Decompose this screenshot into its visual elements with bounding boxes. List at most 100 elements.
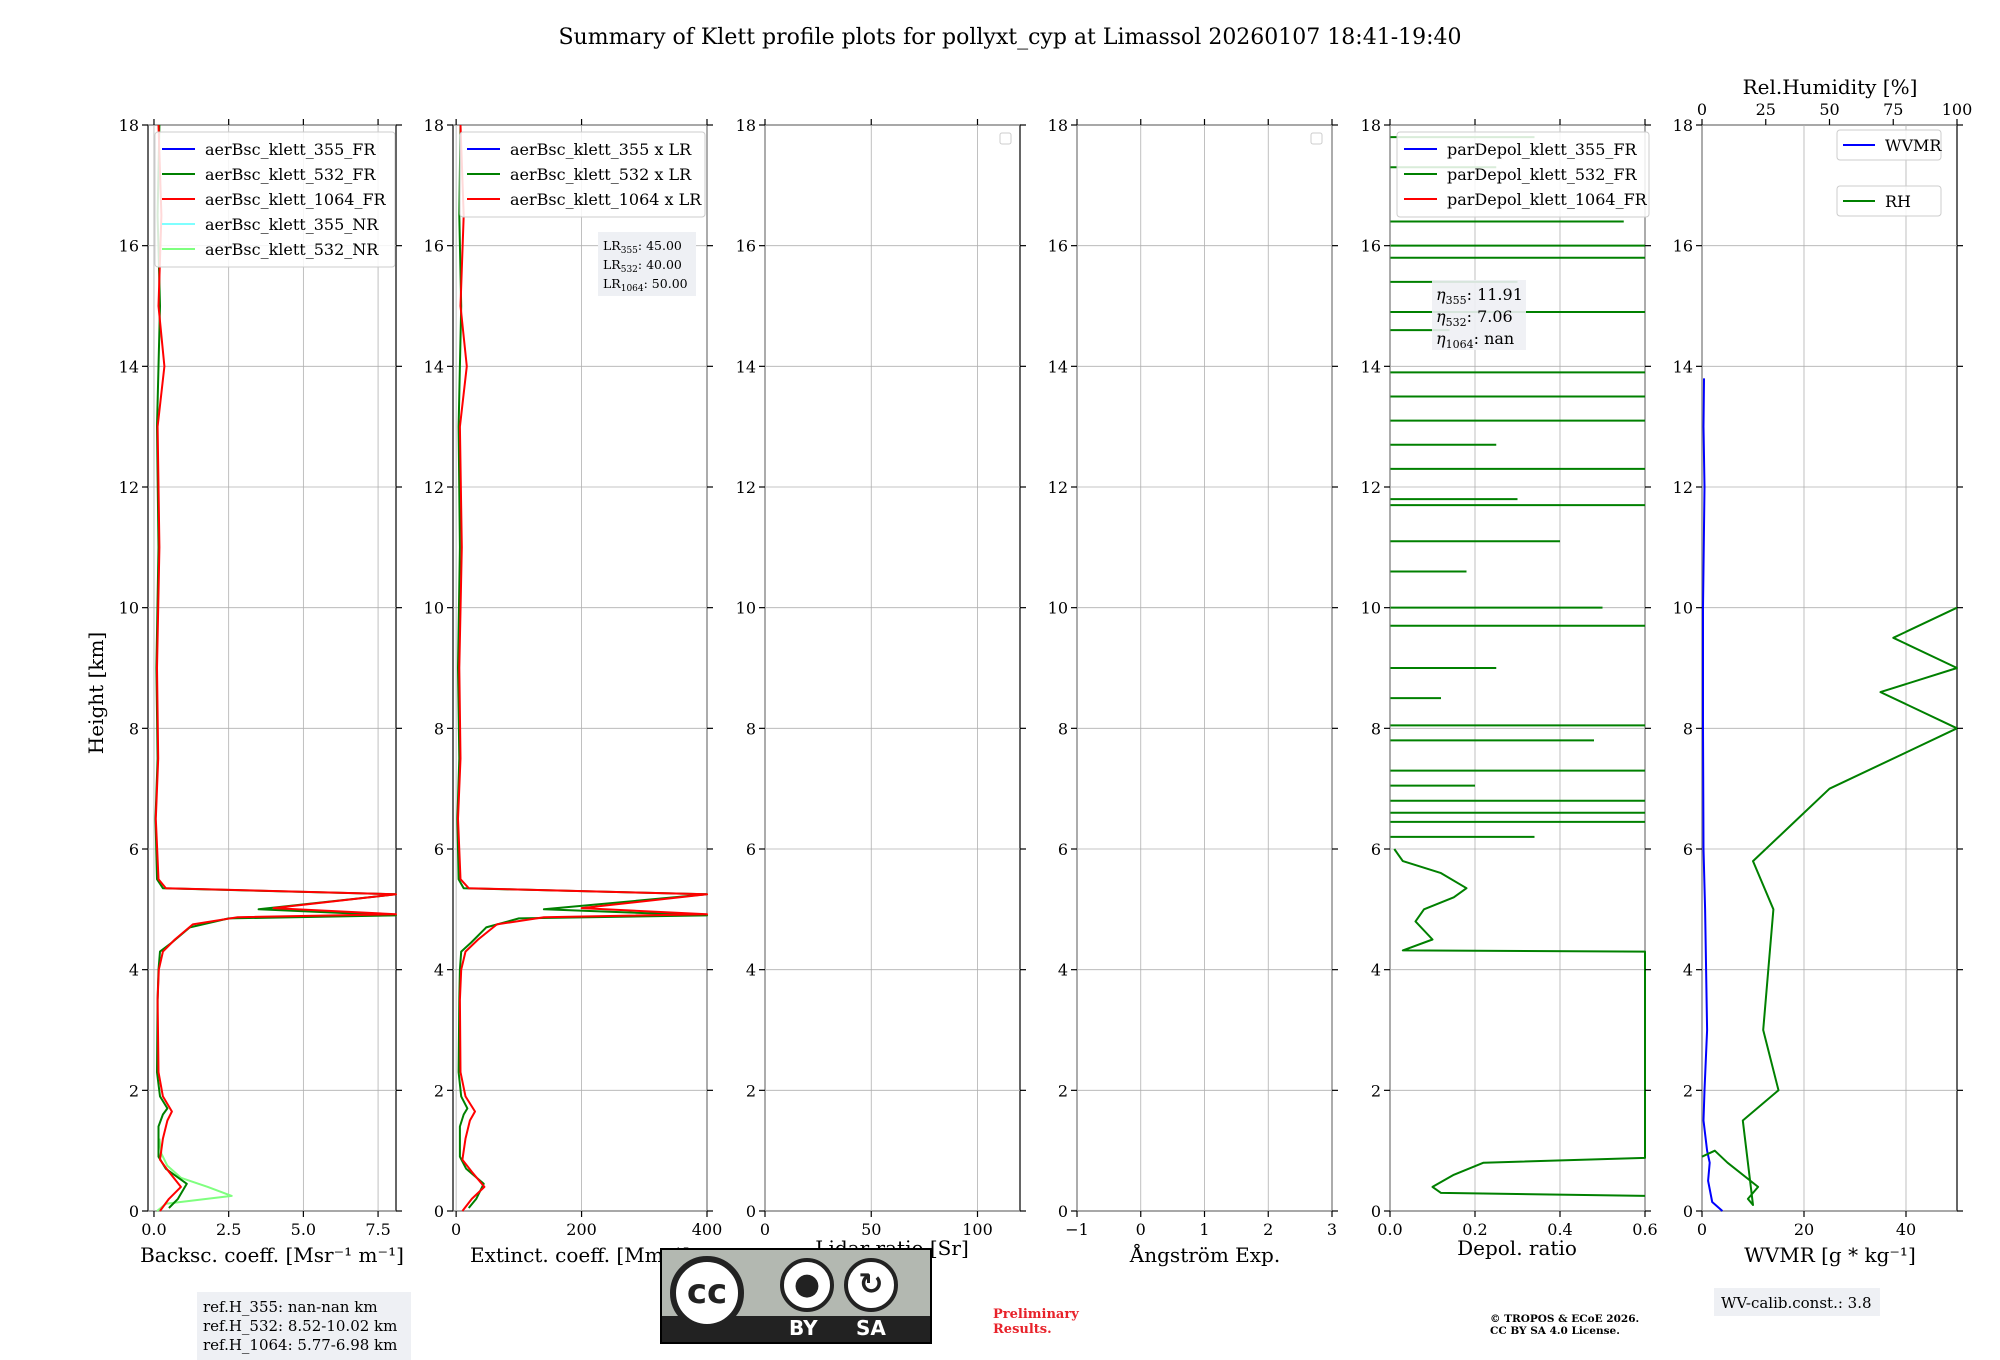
refh-box: ref.H_355: nan-nan km ref.H_532: 8.52-10… bbox=[197, 1292, 411, 1360]
ytick-label: 12 bbox=[119, 478, 139, 497]
x2tick-label: 50 bbox=[1819, 100, 1839, 119]
legend-box bbox=[1836, 185, 1942, 217]
ytick-label: 8 bbox=[1683, 719, 1693, 738]
x2tick-label: 25 bbox=[1756, 100, 1776, 119]
legend-label: RH bbox=[1885, 192, 1911, 211]
lidar-ratio-box-bg bbox=[598, 232, 696, 296]
x2tick-label: 75 bbox=[1883, 100, 1903, 119]
cc-logo-icon: cc bbox=[670, 1256, 744, 1330]
ytick-label: 8 bbox=[434, 719, 444, 738]
ytick-label: 10 bbox=[1048, 599, 1068, 618]
series-line-parDepol_klett_532_FR bbox=[1393, 848, 1646, 1197]
ytick-label: 2 bbox=[1058, 1081, 1068, 1100]
ytick-label: 10 bbox=[736, 599, 756, 618]
legend-label: aerBsc_klett_532_FR bbox=[205, 165, 376, 184]
person-icon: ● bbox=[780, 1258, 834, 1312]
xtick-label: 0 bbox=[760, 1220, 770, 1239]
ytick-label: 14 bbox=[736, 357, 756, 376]
legend-depol: parDepol_klett_355_FR parDepol_klett_532_… bbox=[1396, 131, 1650, 218]
cc-license-badge: cc ● ↻ BY SA bbox=[660, 1248, 932, 1344]
ticks-depol: 0 2 4 6 8 10 12 14 16 18 0.0 0.2 0.4 0.6 bbox=[1361, 116, 1658, 1239]
ytick-label: 18 bbox=[736, 116, 756, 135]
share-alike-icon: ↻ bbox=[844, 1258, 898, 1312]
wv-calib-box: WV-calib.const.: 3.8 bbox=[1714, 1288, 1880, 1316]
ytick-label: 16 bbox=[1361, 237, 1381, 256]
y-axis-label: Height [km] bbox=[84, 632, 108, 754]
refh-355: ref.H_355: nan-nan km bbox=[203, 1298, 378, 1316]
ytick-label: 4 bbox=[434, 961, 444, 980]
ytick-label: 12 bbox=[1048, 478, 1068, 497]
ytick-label: 8 bbox=[1371, 719, 1381, 738]
ytick-label: 0 bbox=[746, 1202, 756, 1221]
ytick-label: 2 bbox=[434, 1081, 444, 1100]
ytick-label: 14 bbox=[1048, 357, 1068, 376]
ytick-label: 14 bbox=[119, 357, 139, 376]
xtick-label: 0 bbox=[451, 1220, 461, 1239]
series-wvmr bbox=[1701, 378, 1958, 1212]
ytick-label: 12 bbox=[1673, 478, 1693, 497]
copyright-line-2: CC BY SA 4.0 License. bbox=[1490, 1325, 1620, 1337]
preliminary-results-note: Preliminary Results. bbox=[993, 1307, 1079, 1337]
legend-label: aerBsc_klett_355 x LR bbox=[510, 140, 692, 159]
eta-value: η1064: nan bbox=[1436, 329, 1514, 351]
xtick-label: 1 bbox=[1199, 1220, 1209, 1239]
ytick-label: 18 bbox=[1673, 116, 1693, 135]
legend-extinction: aerBsc_klett_355 x LR aerBsc_klett_532 x … bbox=[459, 131, 706, 218]
grid-lidar-ratio bbox=[764, 124, 1020, 1212]
xtick-label: 0.0 bbox=[1377, 1220, 1402, 1239]
ytick-label: 14 bbox=[1361, 357, 1381, 376]
xtick-label: 400 bbox=[692, 1220, 723, 1239]
wv-calib-const: WV-calib.const.: 3.8 bbox=[1721, 1294, 1872, 1312]
legend-label: parDepol_klett_1064_FR bbox=[1447, 190, 1648, 209]
ytick-label: 0 bbox=[1683, 1202, 1693, 1221]
refh-532: ref.H_532: 8.52-10.02 km bbox=[203, 1317, 397, 1335]
copyright-line-1: © TROPOS & ECoE 2026. bbox=[1490, 1313, 1640, 1325]
series-line-aerBsc_klett_1064_FR bbox=[154, 124, 397, 1212]
legend-label: aerBsc_klett_532 x LR bbox=[510, 165, 692, 184]
legend-label: aerBsc_klett_1064_FR bbox=[205, 190, 387, 209]
xtick-label: 200 bbox=[566, 1220, 597, 1239]
series-line-aerBsc_klett_532_FR bbox=[154, 124, 397, 1209]
preliminary-line-2: Results. bbox=[993, 1322, 1052, 1337]
cc-by-label: BY bbox=[789, 1316, 818, 1340]
xtick-label: 2 bbox=[1263, 1220, 1273, 1239]
ytick-label: 6 bbox=[1371, 840, 1381, 859]
lidar-ratio-value: LR532: 40.00 bbox=[603, 257, 682, 275]
empty-legend-lidar-ratio bbox=[999, 132, 1012, 145]
xlabel-depol: Depol. ratio bbox=[1457, 1236, 1577, 1260]
x2tick-label: 100 bbox=[1942, 100, 1973, 119]
legend-label: WVMR bbox=[1885, 136, 1942, 155]
ytick-label: 4 bbox=[1371, 961, 1381, 980]
series-extinction bbox=[456, 124, 708, 1212]
ytick-label: 4 bbox=[746, 961, 756, 980]
figure-title: Summary of Klett profile plots for polly… bbox=[558, 25, 1461, 50]
eta-value: η532: 7.06 bbox=[1436, 307, 1513, 329]
ytick-label: 16 bbox=[119, 237, 139, 256]
series-line-aerBsc_klett_532_NR bbox=[156, 1138, 233, 1212]
eta-box-bg bbox=[1432, 280, 1526, 350]
legend-backscatter: aerBsc_klett_355_FR aerBsc_klett_532_FRae… bbox=[154, 131, 396, 268]
xlabel-wvmr: WVMR [g * kg⁻¹] bbox=[1744, 1243, 1916, 1267]
ticks-backscatter: 0 2 4 6 8 10 12 14 16 18 0.0 2.5 5.0 7.5 bbox=[119, 116, 402, 1239]
lidar-ratio-value: LR1064: 50.00 bbox=[603, 276, 688, 294]
ticks-extinction: 0 2 4 6 8 10 12 14 16 18 0 200 400 bbox=[424, 116, 723, 1239]
series-backscatter bbox=[154, 124, 397, 1212]
ytick-label: 0 bbox=[434, 1202, 444, 1221]
ytick-label: 4 bbox=[129, 961, 139, 980]
xtick-label: 0.0 bbox=[141, 1220, 166, 1239]
cc-sa-label: SA bbox=[856, 1316, 886, 1340]
ytick-label: 16 bbox=[736, 237, 756, 256]
ytick-label: 6 bbox=[1058, 840, 1068, 859]
ytick-label: 6 bbox=[434, 840, 444, 859]
xtick-label: 20 bbox=[1794, 1220, 1814, 1239]
xtick-label: 3 bbox=[1327, 1220, 1337, 1239]
ytick-label: 0 bbox=[129, 1202, 139, 1221]
ytick-label: 16 bbox=[1048, 237, 1068, 256]
ytick-label: 2 bbox=[1371, 1081, 1381, 1100]
legend-label: aerBsc_klett_532_NR bbox=[205, 240, 379, 259]
ytick-label: 16 bbox=[424, 237, 444, 256]
xtick-label: −1 bbox=[1065, 1220, 1089, 1239]
panel-depol: 0 2 4 6 8 10 12 14 16 18 0.0 0.2 0.4 0.6 Depol. ratio… bbox=[1361, 116, 1658, 1260]
